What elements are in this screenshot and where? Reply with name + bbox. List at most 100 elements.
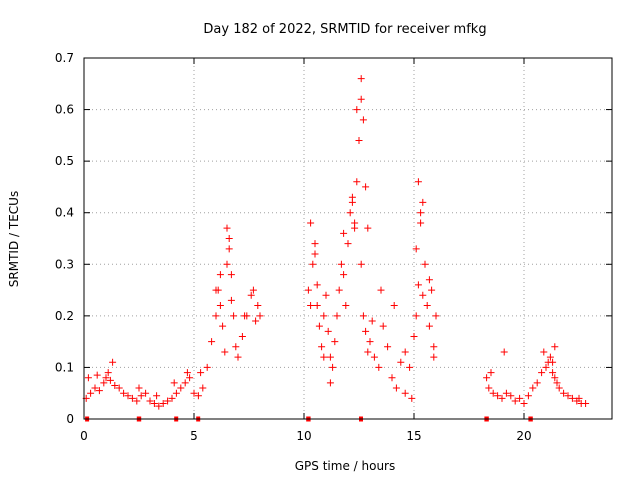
data-point [397, 358, 405, 366]
data-point [208, 338, 216, 346]
x-axis-label: GPS time / hours [295, 459, 396, 473]
data-point [225, 245, 233, 253]
data-point [320, 353, 328, 361]
data-point [511, 397, 519, 405]
data-point [137, 392, 145, 400]
data-point [524, 392, 532, 400]
data-point [219, 322, 227, 330]
data-point [109, 358, 117, 366]
data-point [318, 343, 326, 351]
data-point [494, 392, 502, 400]
data-point [551, 374, 559, 382]
data-point [401, 389, 409, 397]
data-point [337, 260, 345, 268]
data-point [348, 198, 356, 206]
data-point [91, 384, 99, 392]
data-point [93, 371, 101, 379]
data-point [100, 379, 108, 387]
data-point [390, 302, 398, 310]
data-point [168, 394, 176, 402]
data-point [311, 240, 319, 248]
data-point [487, 369, 495, 377]
data-point [419, 198, 427, 206]
data-point [377, 286, 385, 294]
data-point [357, 260, 365, 268]
data-point [115, 384, 123, 392]
data-point [84, 374, 92, 382]
y-tick-label: 0.6 [55, 103, 74, 117]
data-point [353, 106, 361, 114]
data-point [342, 302, 350, 310]
data-point [304, 286, 312, 294]
data-point [428, 286, 436, 294]
data-point [322, 291, 330, 299]
data-point [249, 286, 257, 294]
data-point [359, 116, 367, 124]
data-point [392, 384, 400, 392]
y-tick-label: 0 [66, 412, 74, 426]
data-point [575, 394, 583, 402]
y-tick-label: 0.2 [55, 309, 74, 323]
data-point [384, 343, 392, 351]
y-tick-label: 0.5 [55, 154, 74, 168]
data-point [351, 224, 359, 232]
data-point [549, 358, 557, 366]
data-point [540, 348, 548, 356]
plot-frame [83, 57, 613, 420]
data-points [82, 75, 590, 422]
data-point [555, 384, 563, 392]
data-point [551, 343, 559, 351]
data-point [164, 397, 172, 405]
data-point [432, 312, 440, 320]
data-point [353, 178, 361, 186]
data-point [362, 183, 370, 191]
data-point [203, 363, 211, 371]
data-point [430, 353, 438, 361]
data-point [564, 392, 572, 400]
data-point [221, 348, 229, 356]
data-point [483, 374, 491, 382]
data-point [194, 392, 202, 400]
data-point [410, 332, 418, 340]
data-point [423, 302, 431, 310]
data-point [370, 353, 378, 361]
data-point [232, 343, 240, 351]
y-tick-label: 0.7 [55, 51, 74, 65]
data-point [199, 384, 207, 392]
data-point [311, 250, 319, 258]
data-point [181, 379, 189, 387]
data-point [320, 312, 328, 320]
data-point [502, 389, 510, 397]
data-point [111, 381, 119, 389]
data-point [331, 338, 339, 346]
data-point [414, 178, 422, 186]
data-point [538, 369, 546, 377]
data-point [190, 389, 198, 397]
data-point [346, 209, 354, 217]
data-point [241, 312, 249, 320]
data-point [155, 402, 163, 410]
data-point [307, 302, 315, 310]
data-point [362, 327, 370, 335]
x-tick-label: 0 [80, 429, 88, 443]
data-point [485, 384, 493, 392]
y-tick-label: 0.4 [55, 206, 74, 220]
data-point [223, 260, 231, 268]
data-point [553, 379, 561, 387]
data-point [329, 363, 337, 371]
data-point [212, 286, 220, 294]
data-point [150, 400, 158, 408]
data-point [355, 137, 363, 145]
grid-lines [84, 58, 612, 419]
y-tick-label: 0.1 [55, 360, 74, 374]
data-point [120, 389, 128, 397]
data-point [425, 322, 433, 330]
data-point [315, 322, 323, 330]
x-tick-label: 10 [296, 429, 311, 443]
data-point [560, 389, 568, 397]
data-point [234, 353, 242, 361]
data-point [344, 240, 352, 248]
data-point [412, 312, 420, 320]
data-point [375, 363, 383, 371]
